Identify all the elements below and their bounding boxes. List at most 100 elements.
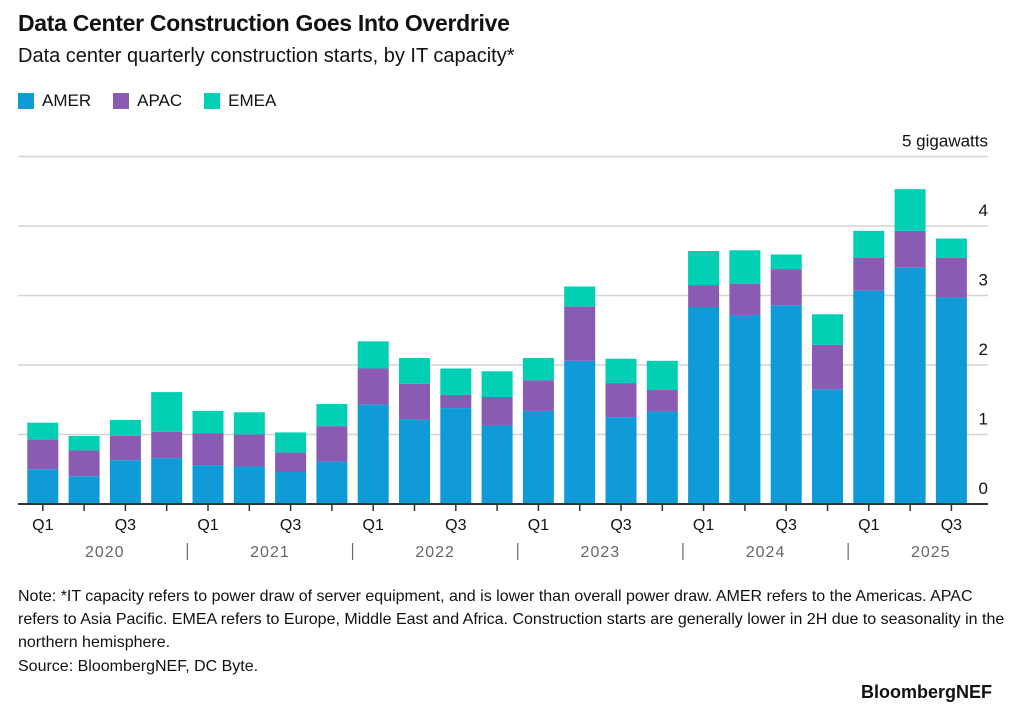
bar-amer bbox=[605, 417, 637, 504]
year-label: 2021 bbox=[250, 544, 290, 561]
bar-emea bbox=[109, 419, 141, 436]
x-tick-label: Q3 bbox=[610, 517, 631, 534]
chart-source: Source: BloombergNEF, DC Byte. bbox=[18, 658, 259, 675]
bar-emea bbox=[605, 358, 637, 384]
bar-amer bbox=[316, 461, 348, 504]
year-label: 2024 bbox=[746, 544, 786, 561]
legend: AMER APAC EMEA bbox=[18, 91, 276, 111]
bar-emea bbox=[935, 238, 967, 258]
bar-emea bbox=[522, 358, 554, 381]
bar-amer bbox=[894, 267, 926, 504]
bar-amer bbox=[812, 389, 843, 504]
bar-apac bbox=[853, 257, 885, 291]
legend-swatch-emea bbox=[204, 93, 221, 109]
bar-apac bbox=[192, 433, 224, 466]
bar-emea bbox=[481, 371, 513, 397]
y-tick-label: 2 bbox=[979, 340, 988, 359]
bar-amer bbox=[27, 469, 59, 504]
bar-emea bbox=[233, 412, 265, 435]
bar-amer bbox=[935, 297, 967, 504]
bar-apac bbox=[481, 396, 513, 426]
year-label: 2025 bbox=[911, 544, 951, 561]
chart-note: Note: *IT capacity refers to power draw … bbox=[18, 588, 1005, 651]
legend-label-emea: EMEA bbox=[228, 91, 277, 110]
bar-emea bbox=[357, 341, 389, 369]
y-tick-label: 1 bbox=[979, 410, 988, 429]
bar-emea bbox=[853, 230, 885, 258]
bar-amer bbox=[233, 466, 265, 504]
bar-amer bbox=[68, 476, 100, 504]
bar-apac bbox=[605, 383, 637, 418]
bar-emea bbox=[440, 368, 472, 395]
chart-plot: 5 gigawatts 0 1 2 3 4 Q1 Q3 Q1 Q3 Q1 Q3 Q1 Q3 Q1 Q3 Q1 Q3… bbox=[18, 132, 988, 561]
bar-apac bbox=[316, 426, 348, 462]
bar-apac bbox=[68, 450, 100, 477]
x-tick-label: Q3 bbox=[941, 517, 962, 534]
bar-emea bbox=[151, 392, 183, 432]
bar-apac bbox=[27, 439, 59, 470]
year-label: 2023 bbox=[581, 544, 621, 561]
bar-emea bbox=[688, 251, 720, 286]
bar-amer bbox=[688, 308, 720, 504]
bar-emea bbox=[27, 422, 59, 440]
legend-label-apac: APAC bbox=[137, 91, 183, 110]
legend-swatch-apac bbox=[113, 93, 130, 109]
bar-amer bbox=[646, 411, 678, 504]
bar-amer bbox=[275, 472, 307, 504]
bar-amer bbox=[853, 290, 885, 504]
y-tick-label: 3 bbox=[979, 271, 988, 290]
bar-apac bbox=[935, 257, 967, 298]
x-tick-label: Q3 bbox=[445, 517, 466, 534]
bar-emea bbox=[646, 360, 678, 391]
bar-apac bbox=[109, 435, 141, 461]
brand-logo: BloombergNEF bbox=[860, 682, 992, 702]
bar-apac bbox=[894, 230, 926, 268]
bar-apac bbox=[440, 394, 472, 409]
x-tick-label: Q1 bbox=[197, 517, 218, 534]
bar-emea bbox=[68, 435, 100, 451]
bar-amer bbox=[729, 314, 761, 504]
legend-item-apac: APAC bbox=[113, 91, 182, 111]
year-label: 2022 bbox=[415, 544, 455, 561]
bar-emea bbox=[812, 314, 843, 345]
x-tick-label: Q3 bbox=[115, 517, 136, 534]
bar-apac bbox=[812, 344, 843, 390]
bar-amer bbox=[192, 465, 224, 504]
legend-item-amer: AMER bbox=[18, 91, 91, 111]
bar-emea bbox=[564, 286, 596, 307]
bar-apac bbox=[357, 368, 389, 405]
bar-amer bbox=[357, 404, 389, 504]
bar-apac bbox=[151, 431, 183, 459]
bar-apac bbox=[729, 283, 761, 315]
bar-apac bbox=[399, 383, 430, 420]
legend-item-emea: EMEA bbox=[204, 91, 276, 111]
y-tick-label: 0 bbox=[979, 479, 988, 498]
y-tick-label: 4 bbox=[979, 201, 988, 220]
year-label: 2020 bbox=[85, 544, 125, 561]
y-unit-label: 5 gigawatts bbox=[902, 132, 988, 151]
x-tick-label: Q1 bbox=[363, 517, 384, 534]
bar-amer bbox=[440, 408, 472, 504]
bar-apac bbox=[564, 306, 596, 361]
bar-amer bbox=[770, 305, 802, 504]
bar-amer bbox=[522, 410, 554, 504]
bar-amer bbox=[151, 458, 183, 504]
bar-apac bbox=[646, 390, 678, 412]
bar-emea bbox=[894, 189, 926, 231]
bar-amer bbox=[399, 419, 430, 504]
bar-amer bbox=[564, 360, 596, 504]
bar-amer bbox=[481, 425, 513, 504]
chart-title: Data Center Construction Goes Into Overd… bbox=[18, 10, 510, 36]
bar-apac bbox=[770, 269, 802, 306]
bar-apac bbox=[233, 434, 265, 467]
x-tick-label: Q1 bbox=[693, 517, 714, 534]
legend-swatch-amer bbox=[18, 93, 34, 109]
bar-emea bbox=[275, 432, 307, 453]
x-tick-label: Q1 bbox=[858, 517, 879, 534]
bar-emea bbox=[729, 250, 761, 284]
bar-apac bbox=[522, 380, 554, 411]
bar-emea bbox=[399, 358, 430, 384]
legend-label-amer: AMER bbox=[42, 91, 92, 110]
bar-emea bbox=[316, 403, 348, 427]
bar-apac bbox=[688, 285, 720, 309]
